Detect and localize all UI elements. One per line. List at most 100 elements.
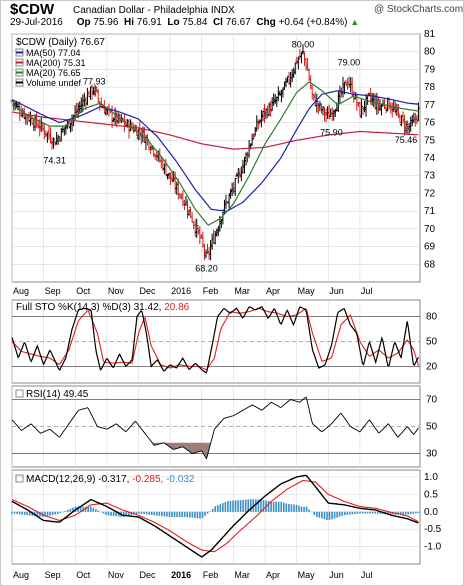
macd-hist-bar [374,511,377,514]
sto-k-line [11,306,419,374]
macd-hist-bar [148,511,150,515]
x-axis-label-bottom: Mar [234,570,250,580]
legend-entry: MA(200) 75.31 [26,58,86,68]
macd-hist-bar [214,506,217,512]
macd-hist-bar [150,511,153,515]
macd-hist-bar [122,511,125,517]
macd-hist-bar [303,506,305,512]
macd-hist-bar [354,511,356,515]
macd-hist-bar [260,499,262,512]
macd-hist-bar [244,499,247,512]
price-axis-tick: 81 [424,29,436,40]
legend-entry: MA(20) 76.65 [26,68,81,78]
macd-hist-bar [145,511,148,515]
macd-hist-bar [305,506,308,512]
rsi-axis-tick: 50 [426,422,438,433]
macd-hist-bar [219,504,222,512]
macd-line [11,474,419,558]
x-axis-label-top: May [298,286,316,296]
open-label: Op [76,17,91,28]
legend-entry: Volume undef [26,78,82,88]
macd-hist-bar [397,511,399,515]
macd-hist-bar [206,511,209,514]
macd-hist-bar [402,511,404,515]
close-label: Cl [212,17,223,28]
macd-hist-bar [97,510,100,512]
macd-hist-bar [168,511,171,517]
x-axis-label-top: Mar [234,286,250,296]
macd-title-main: MACD(12,26,9) -0.317, [26,474,132,485]
brand-label[interactable]: @ StockCharts.com [374,4,464,15]
macd-hist-bar [100,511,102,513]
sto-axis-tick: 80 [426,312,438,323]
macd-hist-bar [272,501,275,512]
symbol-title: $CDW [10,1,55,18]
change-value: +0.64 (+0.84%) [278,17,348,28]
x-axis-label-top: Nov [108,286,125,296]
macd-hist-bar [36,511,39,517]
rsi-oversold-fill [153,442,212,459]
up-arrow-icon: ▲ [350,17,360,27]
macd-hist-bar [211,508,214,512]
instrument-name: Canadian Dollar - Philadelphia INDX [73,5,235,16]
macd-hist-bar [277,501,280,512]
macd-hist-bar [105,511,107,515]
macd-hist-bar [173,511,176,517]
macd-hist-bar [366,511,369,514]
x-axis-label-top: Jul [361,286,373,296]
macd-hist-bar [176,511,178,517]
x-axis-label-bottom: Apr [266,570,280,580]
macd-hist-bar [166,511,168,517]
macd-hist-bar [249,499,252,512]
x-axis-label-bottom: Jul [361,570,373,580]
macd-hist-bar [18,511,21,515]
x-axis-label-bottom: Dec [140,570,157,580]
macd-panel-title: MACD(12,26,9) -0.317, -0.285, -0.032 [26,474,195,485]
macd-hist-bar [28,511,31,516]
macd-hist-bar [242,499,244,512]
macd-hist-bar [128,511,130,516]
macd-hist-bar [293,504,295,512]
macd-hist-bar [359,511,361,514]
macd-hist-bar [389,511,392,515]
macd-hist-bar [189,511,191,518]
macd-hist-bar [255,499,257,512]
macd-hist-bar [364,511,366,514]
price-axis-tick: 74 [424,153,436,164]
x-axis-label-top: 2016 [171,286,191,296]
x-axis-label-bottom: Nov [108,570,125,580]
price-axis-tick: 75 [424,135,436,146]
x-axis-label-bottom: Aug [13,570,29,580]
macd-hist-bar [326,511,328,521]
x-axis-label-top: Oct [76,286,91,296]
macd-hist-bar [67,509,69,512]
price-annotation: 68.20 [195,264,218,274]
macd-hist-bar [356,511,359,514]
macd-hist-bar [376,511,379,514]
macd-hist-bar [194,511,196,518]
macd-hist-bar [404,511,407,515]
macd-hist-bar [59,511,62,514]
macd-hist-bar [227,501,229,512]
macd-hist-bar [89,506,92,512]
macd-axis-tick: 1.0 [424,472,438,483]
macd-hist-bar [407,511,410,515]
high-value: 76.91 [136,17,162,28]
macd-hist-bar [23,511,26,515]
macd-hist-bar [13,511,16,514]
macd-hist-bar [87,506,90,512]
macd-hist-bar [153,511,156,516]
macd-hist-bar [117,511,120,517]
price-axis-tick: 69 [424,242,436,253]
macd-hist-bar [333,511,336,519]
macd-hist-bar [270,501,272,512]
price-axis-tick: 73 [424,171,436,182]
macd-hist-bar [224,502,227,512]
macd-hist-bar [361,511,364,514]
sto-d-line [11,307,419,371]
x-axis-label-bottom: 2016 [171,570,191,580]
low-label: Lo [167,17,180,28]
macd-hist-bar [140,511,143,514]
price-annotation: 75.46 [395,135,418,145]
close-value: 76.67 [225,17,251,28]
